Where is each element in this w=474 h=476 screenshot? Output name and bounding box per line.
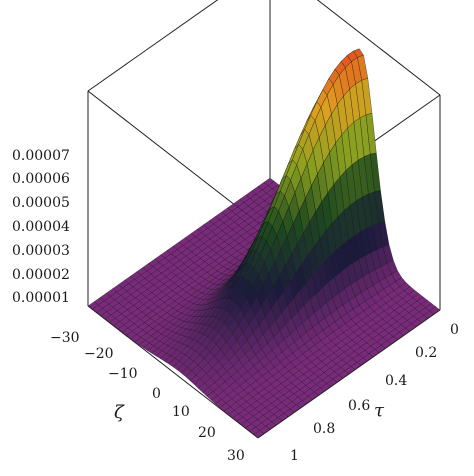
tau-axis-label: τ	[374, 400, 385, 421]
box-edge	[316, 0, 441, 96]
z-tick-label: 0.00005	[12, 195, 70, 211]
zeta-tick-label: 30	[227, 448, 245, 464]
tau-tick-label: 1	[290, 448, 299, 464]
z-tick-label: 0.00004	[12, 219, 70, 235]
z-tick-label: 0.00007	[12, 148, 70, 164]
bounding-box-front-edges	[87, 305, 441, 439]
zeta-tick-label: −30	[50, 330, 80, 346]
surface-mesh	[87, 48, 441, 439]
box-edge	[87, 305, 259, 439]
box-edge	[87, 0, 219, 92]
tau-tick-label: 0.4	[385, 373, 407, 389]
tau-tick-label: 0.6	[348, 398, 370, 414]
zeta-tick-label: 20	[198, 425, 216, 441]
z-tick-label: 0.00001	[12, 290, 70, 306]
z-axis-ticks: 0.00007 0.00006 0.00005 0.00004 0.00003 …	[12, 148, 70, 306]
z-tick-label: 0.00006	[12, 171, 70, 187]
zeta-axis-ticks: −30 −20 −10 0 10 20 30	[50, 330, 245, 464]
tau-axis-ticks: 0 0.2 0.4 0.6 0.8 1	[290, 322, 459, 464]
z-tick-label: 0.00002	[12, 267, 70, 283]
zeta-tick-label: 10	[172, 404, 190, 420]
zeta-tick-label: 0	[152, 386, 161, 402]
tau-tick-label: 0.2	[415, 345, 437, 361]
zeta-tick-label: −20	[84, 346, 114, 362]
box-edge	[87, 90, 259, 224]
box-edge	[257, 309, 441, 439]
tau-tick-label: 0.8	[313, 421, 335, 437]
zeta-axis-label: ζ	[114, 402, 125, 423]
zeta-tick-label: −10	[108, 366, 138, 382]
tau-tick-label: 0	[450, 322, 459, 338]
z-tick-label: 0.00003	[12, 243, 70, 259]
